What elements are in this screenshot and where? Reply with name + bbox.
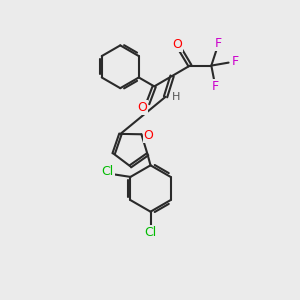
Text: H: H (172, 92, 180, 102)
Text: Cl: Cl (101, 165, 114, 178)
Text: O: O (144, 129, 154, 142)
Text: O: O (137, 101, 147, 114)
Text: O: O (172, 38, 182, 51)
Text: F: F (212, 80, 219, 94)
Text: Cl: Cl (144, 226, 157, 239)
Text: F: F (214, 38, 222, 50)
Text: F: F (232, 55, 239, 68)
